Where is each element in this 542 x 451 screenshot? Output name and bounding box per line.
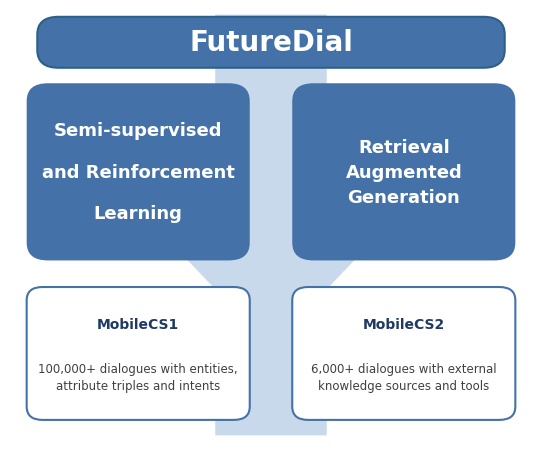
FancyBboxPatch shape bbox=[27, 84, 250, 261]
FancyBboxPatch shape bbox=[37, 18, 505, 69]
FancyBboxPatch shape bbox=[27, 287, 250, 420]
FancyBboxPatch shape bbox=[292, 287, 515, 420]
Text: Retrieval
Augmented
Generation: Retrieval Augmented Generation bbox=[345, 138, 462, 207]
Text: MobileCS2: MobileCS2 bbox=[363, 318, 445, 331]
Text: 100,000+ dialogues with entities,
attribute triples and intents: 100,000+ dialogues with entities, attrib… bbox=[38, 363, 238, 392]
Text: MobileCS1: MobileCS1 bbox=[97, 318, 179, 331]
Text: Semi-supervised

and Reinforcement

Learning: Semi-supervised and Reinforcement Learni… bbox=[42, 122, 235, 223]
Text: FutureDial: FutureDial bbox=[189, 29, 353, 57]
Text: 6,000+ dialogues with external
knowledge sources and tools: 6,000+ dialogues with external knowledge… bbox=[311, 363, 496, 392]
Polygon shape bbox=[154, 15, 388, 436]
FancyBboxPatch shape bbox=[292, 84, 515, 261]
